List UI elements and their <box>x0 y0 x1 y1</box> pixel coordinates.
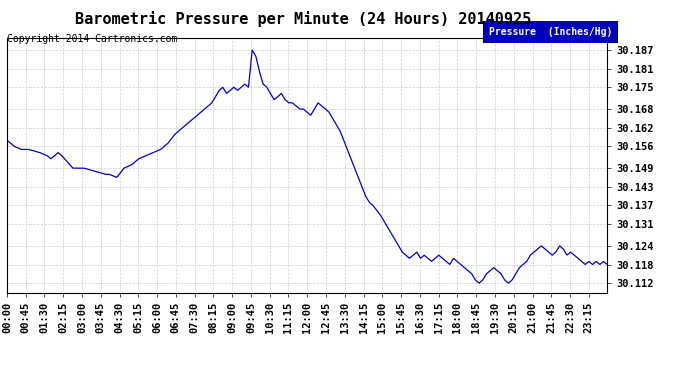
Text: Copyright 2014 Cartronics.com: Copyright 2014 Cartronics.com <box>7 34 177 44</box>
Text: Barometric Pressure per Minute (24 Hours) 20140925: Barometric Pressure per Minute (24 Hours… <box>75 11 532 27</box>
Text: Pressure  (Inches/Hg): Pressure (Inches/Hg) <box>489 27 612 37</box>
